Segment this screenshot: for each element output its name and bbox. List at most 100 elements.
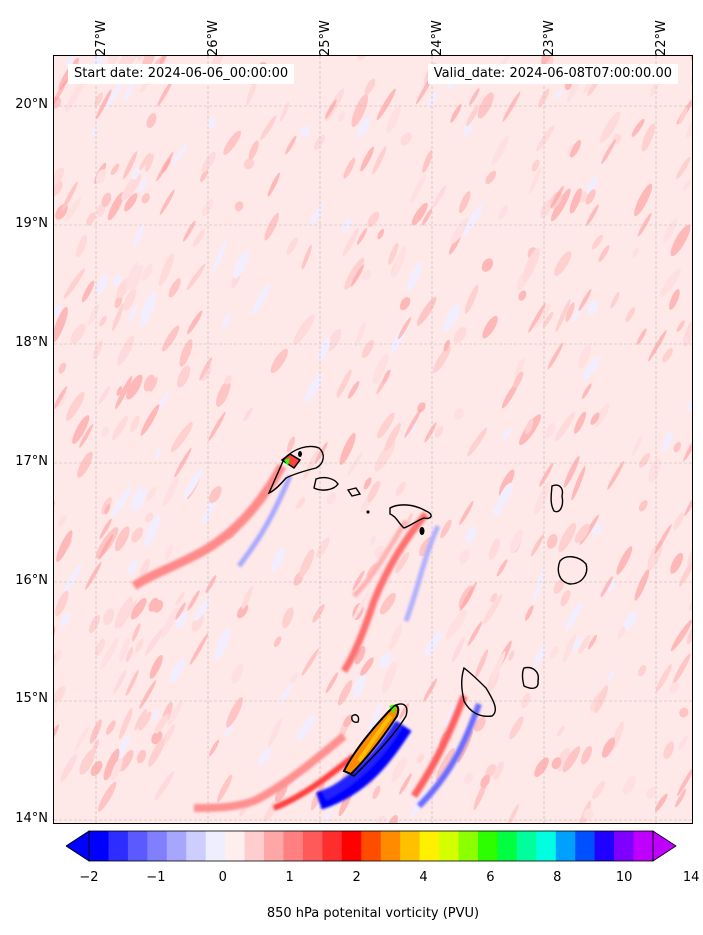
pv-texture-streak (600, 576, 613, 598)
pv-texture-streak (55, 590, 69, 617)
pv-texture-streak (54, 306, 68, 343)
pv-texture-streak (555, 412, 576, 442)
pv-texture-streak (183, 468, 203, 500)
pv-texture-streak (141, 263, 153, 281)
pv-texture-streak (558, 522, 577, 553)
pv-texture-streak (528, 166, 542, 195)
pv-texture-streak (377, 228, 385, 240)
pv-texture-streak (54, 167, 65, 186)
pv-texture-streak (111, 486, 132, 518)
pv-texture-streak (279, 683, 293, 704)
island-dots (298, 451, 425, 535)
pv-texture-streak (182, 220, 196, 242)
pv-texture-streak (132, 224, 145, 247)
pv-texture-streak (352, 673, 366, 698)
pv-texture-streak (368, 702, 382, 735)
pv-texture-streak (578, 289, 592, 312)
lat-label-14n: 14°N (15, 811, 48, 826)
pv-texture-streak (679, 559, 692, 587)
pv-texture-streak (607, 460, 625, 490)
colorbar (66, 830, 677, 862)
pv-texture-streak (134, 488, 148, 511)
pv-texture-streak (95, 89, 112, 120)
colorbar-tick-label: 10 (615, 870, 633, 885)
pv-texture-streak (138, 711, 152, 731)
pv-texture-streak (598, 245, 610, 262)
pv-texture-streak (157, 79, 173, 107)
pv-texture-streak (124, 193, 138, 212)
pv-texture-streak (459, 549, 470, 565)
island-coastlines (267, 445, 588, 777)
pv-texture-streak (139, 680, 157, 709)
pv-texture-streak (85, 561, 102, 590)
pv-texture-streak (531, 159, 540, 172)
pv-texture-streak (337, 680, 353, 706)
pv-texture-streak (386, 105, 401, 134)
pv-texture-streak (352, 570, 365, 591)
pv-texture-streak (303, 448, 320, 480)
pv-texture-streak (578, 634, 591, 654)
pv-texture-streak (62, 563, 82, 596)
pv-texture-streak (397, 317, 412, 340)
pv-texture-streak (192, 229, 205, 247)
pv-texture-streak (587, 634, 598, 650)
pv-texture-streak (159, 56, 170, 65)
pv-texture-streak (549, 646, 559, 659)
pv-texture-streak (582, 356, 600, 381)
pv-texture-streak (187, 310, 203, 335)
pv-texture-streak (76, 235, 87, 258)
pv-texture-streak (560, 589, 571, 607)
pv-texture-streak (587, 300, 599, 316)
pv-texture-streak (555, 299, 571, 333)
pv-texture-streak (154, 713, 169, 734)
pv-texture-streak (81, 280, 95, 303)
pv-texture-streak (304, 373, 323, 403)
pv-texture-streak (585, 189, 596, 205)
pv-texture-streak (140, 404, 160, 436)
pv-texture-streak (399, 297, 411, 311)
colorbar-cell (555, 831, 576, 861)
pv-texture-streak (466, 106, 479, 126)
pv-texture-streak (152, 709, 160, 723)
pv-texture-streak (554, 89, 563, 99)
map-panel: Start date: 2024-06-06_00:00:00 Valid_da… (53, 55, 693, 824)
pv-texture-streak (65, 56, 75, 68)
pv-texture-streak (61, 181, 78, 212)
pv-texture-streak (467, 621, 483, 646)
colorbar-cell (458, 831, 479, 861)
pv-texture-streak (551, 757, 562, 770)
pv-texture-streak (574, 523, 590, 544)
pv-texture-streak (433, 345, 451, 373)
pv-texture-streak (264, 212, 280, 241)
pv-texture-streak (66, 391, 85, 421)
pv-texture-streak (99, 315, 107, 327)
pv-texture-streak (536, 125, 555, 152)
pv-texture-streak (248, 140, 259, 160)
pv-texture-streak (578, 344, 591, 370)
pv-texture-streak (293, 314, 315, 346)
pv-texture-streak (130, 485, 143, 511)
pv-texture-streak (123, 288, 136, 311)
pv-texture-streak (585, 204, 599, 227)
pv-texture-streak (167, 700, 183, 726)
pv-texture-streak (382, 661, 397, 694)
pv-texture-streak (79, 424, 94, 448)
pv-texture-streak (663, 218, 678, 243)
pv-texture-streak (623, 611, 638, 630)
pv-texture-streak (54, 625, 56, 647)
pv-texture-streak (339, 432, 356, 465)
pv-texture-streak (326, 492, 337, 505)
colorbar-cell (166, 831, 187, 861)
pv-texture-streak (360, 657, 374, 676)
pv-texture-streak (144, 512, 154, 523)
colorbar-tick-label: −2 (79, 870, 99, 885)
pv-texture-streak (139, 291, 156, 327)
pv-texture-streak (386, 814, 398, 823)
pv-texture-streak (174, 447, 192, 478)
pv-texture-streak (581, 383, 592, 399)
pv-texture-streak (314, 441, 328, 464)
pv-texture-streak (687, 541, 692, 567)
colorbar-cell (380, 831, 401, 861)
colorbar-cell (283, 831, 304, 861)
island-sao-vicente (313, 476, 339, 491)
